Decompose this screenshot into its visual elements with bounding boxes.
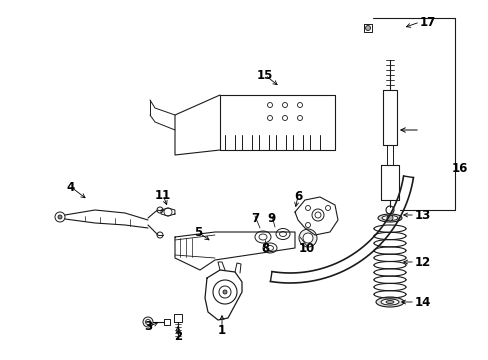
Text: 5: 5 [193, 225, 202, 239]
Text: 6: 6 [293, 189, 302, 202]
Text: 13: 13 [414, 208, 430, 221]
Text: 10: 10 [298, 242, 314, 255]
Text: 8: 8 [260, 242, 268, 255]
Circle shape [298, 229, 316, 247]
Circle shape [365, 26, 370, 31]
Circle shape [386, 215, 392, 221]
Text: 11: 11 [155, 189, 171, 202]
Ellipse shape [380, 299, 398, 305]
Ellipse shape [381, 216, 397, 220]
Text: 12: 12 [414, 256, 430, 269]
Text: 14: 14 [414, 296, 430, 309]
Text: 1: 1 [218, 324, 225, 337]
Circle shape [55, 212, 65, 222]
Circle shape [58, 215, 62, 219]
Ellipse shape [385, 301, 393, 303]
Text: 9: 9 [267, 212, 276, 225]
Text: 3: 3 [143, 320, 152, 333]
Circle shape [223, 290, 226, 294]
Text: 2: 2 [174, 330, 182, 343]
Ellipse shape [375, 297, 403, 307]
Text: 16: 16 [451, 162, 467, 175]
Text: 17: 17 [419, 15, 435, 28]
Circle shape [145, 320, 150, 324]
Text: 15: 15 [256, 68, 273, 81]
Text: 4: 4 [67, 180, 75, 194]
Circle shape [303, 233, 312, 243]
Circle shape [142, 317, 153, 327]
Ellipse shape [377, 214, 401, 222]
Text: 7: 7 [250, 212, 259, 225]
